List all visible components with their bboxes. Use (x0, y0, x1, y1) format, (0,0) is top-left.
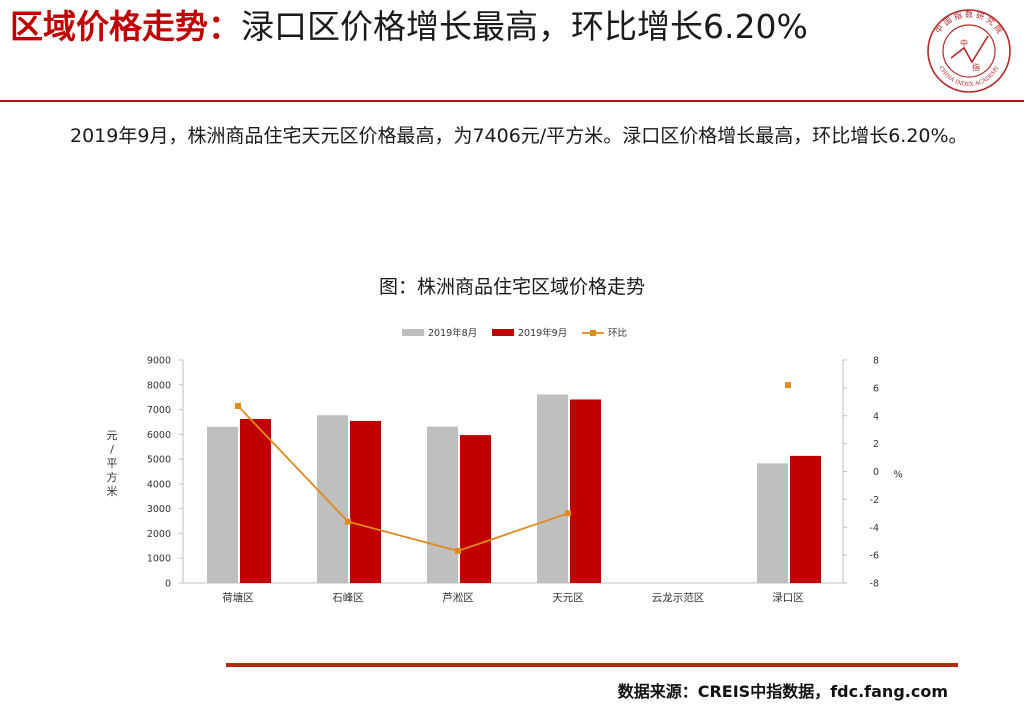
legend-label: 环比 (608, 327, 627, 339)
logo-center-top: 中 (960, 38, 968, 48)
legend-label: 2019年8月 (428, 327, 477, 339)
y-tick-label: 6000 (147, 430, 171, 441)
slide-title: 区域价格走势：渌口区价格增长最高，环比增长6.20% (10, 6, 910, 48)
y-axis-label-char: 元 (107, 429, 118, 442)
bar-sep (790, 455, 821, 583)
bar-sep (240, 418, 271, 583)
y2-tick-label: -6 (870, 551, 879, 562)
y-tick-label: 8000 (147, 380, 171, 391)
legend-swatch-marker (590, 330, 596, 336)
y-axis-label-char: / (110, 443, 114, 456)
point-mom (565, 510, 571, 517)
y-axis-label-char: 方 (107, 470, 118, 484)
y2-tick-label: 8 (873, 356, 879, 367)
bar-sep (570, 399, 601, 583)
bar-aug (427, 426, 458, 583)
y2-tick-label: -4 (870, 523, 879, 534)
svg-text:中 国 指 数 研 究 院: 中 国 指 数 研 究 院 (933, 9, 1005, 35)
y-axis-label-char: 米 (107, 485, 118, 498)
y-tick-label: 3000 (147, 504, 171, 515)
slide-title-rest: 渌口区价格增长最高，环比增长6.20% (241, 7, 808, 46)
legend-label: 2019年9月 (518, 327, 567, 339)
y-tick-label: 5000 (147, 455, 171, 466)
logo-ring-text: 中 国 指 数 研 究 院 (933, 9, 1005, 35)
legend-swatch (492, 329, 514, 336)
point-mom (455, 547, 461, 554)
summary-text: 2019年9月，株洲商品住宅天元区价格最高，为7406元/平方米。渌口区价格增长… (70, 125, 968, 147)
title-divider (0, 100, 1024, 102)
footer-divider (226, 663, 958, 667)
category-label: 天元区 (552, 592, 584, 604)
data-source: 数据来源：CREIS中指数据，fdc.fang.com (617, 682, 948, 701)
slide-title-accent: 区域价格走势： (10, 7, 241, 46)
price-trend-chart: 0 1000 2000 3000 4000 5000 6000 7000 8000 9000 -8 -… (107, 327, 903, 604)
y-tick-label: 9000 (147, 356, 171, 367)
category-label: 石峰区 (332, 592, 364, 604)
y-tick-label: 0 (165, 579, 171, 590)
y-tick-label: 2000 (147, 529, 171, 540)
y2-tick-label: -8 (870, 579, 879, 590)
category-label: 荷塘区 (222, 591, 254, 604)
y2-tick-label: 6 (873, 383, 879, 394)
bar-sep (460, 435, 491, 583)
y2-tick-label: -2 (870, 495, 879, 506)
y-tick-label: 7000 (147, 405, 171, 416)
category-label: 云龙示范区 (652, 591, 705, 604)
y2-axis-label: % (893, 470, 903, 481)
chart-title: 图：株洲商品住宅区域价格走势 (378, 276, 645, 298)
category-label: 芦淞区 (442, 592, 474, 604)
china-index-academy-logo: 中 国 指 数 研 究 院 CHINA INDEX ACADEMY 中 指 (927, 9, 1011, 93)
y2-tick-label: 2 (873, 439, 879, 450)
line-mom (237, 405, 569, 552)
y2-tick-label: 0 (873, 467, 879, 478)
legend-swatch (402, 329, 424, 336)
y-tick-label: 1000 (147, 554, 171, 565)
point-mom (785, 382, 791, 389)
bar-sep (350, 420, 381, 583)
y-axis-label-char: 平 (107, 457, 118, 470)
bar-aug (207, 426, 238, 583)
bar-aug (757, 463, 788, 583)
y-tick-label: 4000 (147, 479, 171, 490)
logo-center-bottom: 指 (972, 62, 980, 72)
bar-aug (317, 415, 348, 583)
y2-tick-label: 4 (873, 411, 879, 422)
category-label: 渌口区 (772, 592, 804, 604)
bar-aug (537, 394, 568, 583)
point-mom (235, 402, 241, 409)
point-mom (345, 518, 351, 525)
